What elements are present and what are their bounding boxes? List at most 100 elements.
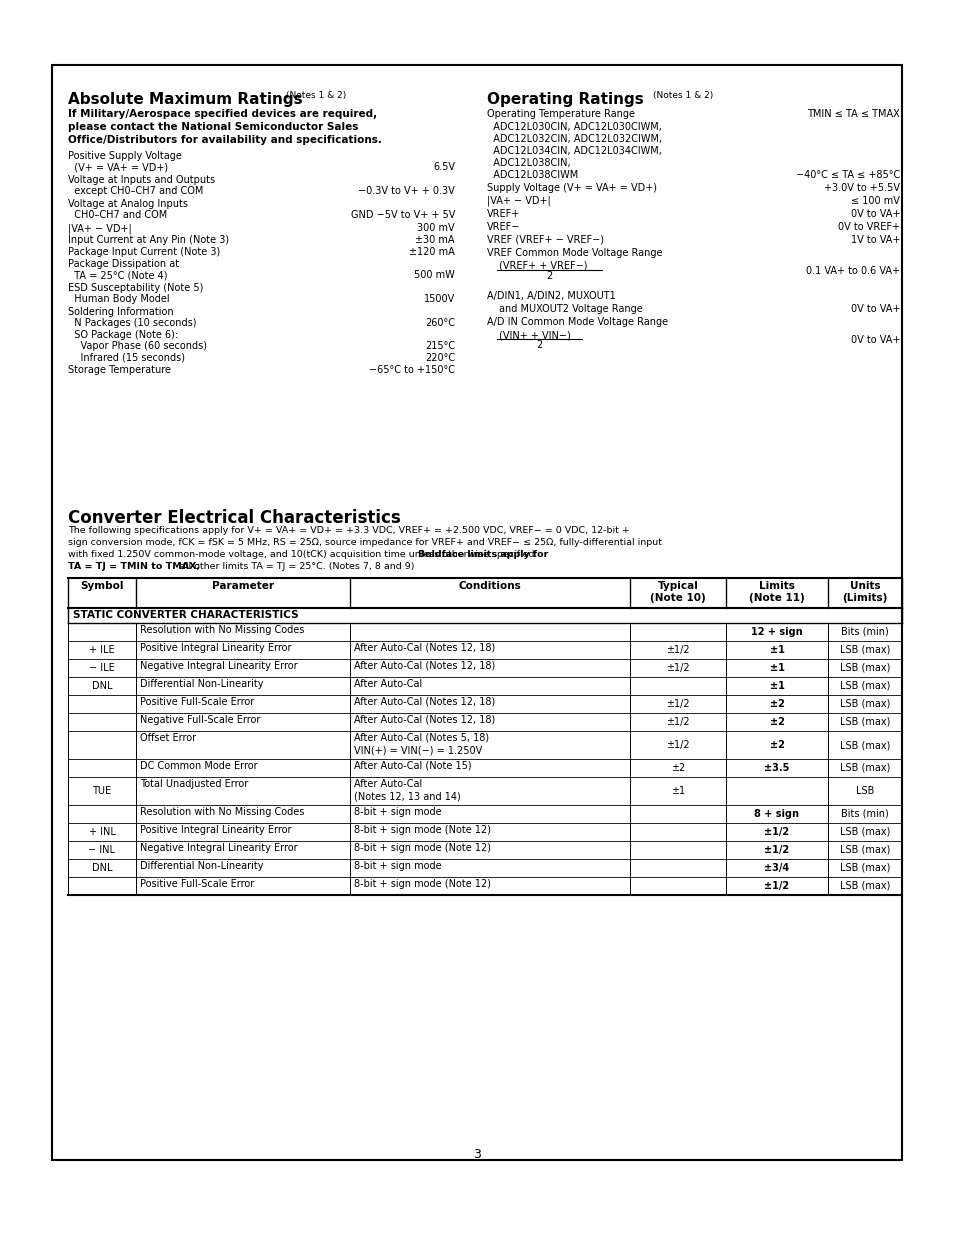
Text: Infrared (15 seconds): Infrared (15 seconds)	[68, 353, 185, 363]
Text: 12 + sign: 12 + sign	[750, 627, 802, 637]
Text: (Notes 1 & 2): (Notes 1 & 2)	[652, 91, 713, 100]
Text: After Auto-Cal: After Auto-Cal	[354, 679, 422, 689]
Text: VREF+: VREF+	[486, 209, 519, 219]
Text: STATIC CONVERTER CHARACTERISTICS: STATIC CONVERTER CHARACTERISTICS	[73, 610, 298, 620]
Text: ±3/4: ±3/4	[763, 863, 789, 873]
Text: ±1/2: ±1/2	[763, 827, 789, 837]
Text: ADC12L038CIN,: ADC12L038CIN,	[486, 158, 570, 168]
Text: Absolute Maximum Ratings: Absolute Maximum Ratings	[68, 91, 302, 107]
Text: Typical
(Note 10): Typical (Note 10)	[649, 580, 705, 604]
Text: Bits (min): Bits (min)	[841, 809, 888, 819]
Text: After Auto-Cal (Notes 12, 18): After Auto-Cal (Notes 12, 18)	[354, 697, 495, 706]
Text: VREF−: VREF−	[486, 222, 519, 232]
Text: Conditions: Conditions	[458, 580, 521, 592]
Text: N Packages (10 seconds): N Packages (10 seconds)	[68, 317, 196, 329]
Text: Resolution with No Missing Codes: Resolution with No Missing Codes	[140, 806, 304, 818]
Text: LSB (max): LSB (max)	[839, 845, 889, 855]
Text: ADC12L032CIN, ADC12L032CIWM,: ADC12L032CIN, ADC12L032CIWM,	[486, 135, 661, 144]
Text: ±1/2: ±1/2	[665, 718, 689, 727]
Text: Units
(Limits): Units (Limits)	[841, 580, 886, 604]
Text: Negative Integral Linearity Error: Negative Integral Linearity Error	[140, 844, 297, 853]
Text: Parameter: Parameter	[212, 580, 274, 592]
Text: 220°C: 220°C	[424, 353, 455, 363]
Text: Converter Electrical Characteristics: Converter Electrical Characteristics	[68, 509, 400, 527]
Text: 0V to VA+: 0V to VA+	[850, 304, 899, 314]
Text: Offset Error: Offset Error	[140, 734, 196, 743]
Text: After Auto-Cal (Note 15): After Auto-Cal (Note 15)	[354, 761, 471, 771]
Text: 1500V: 1500V	[423, 294, 455, 304]
Text: Positive Integral Linearity Error: Positive Integral Linearity Error	[140, 643, 292, 653]
Text: Negative Integral Linearity Error: Negative Integral Linearity Error	[140, 661, 297, 671]
Text: Boldface limits apply for: Boldface limits apply for	[417, 550, 548, 559]
Text: and MUXOUT2 Voltage Range: and MUXOUT2 Voltage Range	[498, 304, 642, 314]
Text: sign conversion mode, fCK = fSK = 5 MHz, RS = 25Ω, source impedance for VREF+ an: sign conversion mode, fCK = fSK = 5 MHz,…	[68, 538, 661, 547]
Text: Operating Temperature Range: Operating Temperature Range	[486, 109, 635, 119]
Text: LSB (max): LSB (max)	[839, 680, 889, 692]
Text: ±1: ±1	[769, 645, 783, 655]
Text: A/D IN Common Mode Voltage Range: A/D IN Common Mode Voltage Range	[486, 317, 667, 327]
Text: ±2: ±2	[769, 718, 783, 727]
Text: Bits (min): Bits (min)	[841, 627, 888, 637]
Text: Positive Full-Scale Error: Positive Full-Scale Error	[140, 879, 254, 889]
Text: LSB (max): LSB (max)	[839, 763, 889, 773]
Text: CH0–CH7 and COM: CH0–CH7 and COM	[68, 210, 167, 220]
Text: with fixed 1.250V common-mode voltage, and 10(tCK) acquisition time unless other: with fixed 1.250V common-mode voltage, a…	[68, 550, 540, 559]
Text: 8-bit + sign mode (Note 12): 8-bit + sign mode (Note 12)	[354, 844, 491, 853]
Text: 8 + sign: 8 + sign	[754, 809, 799, 819]
Text: (Notes 1 & 2): (Notes 1 & 2)	[286, 91, 346, 100]
Text: 0.1 VA+ to 0.6 VA+: 0.1 VA+ to 0.6 VA+	[805, 266, 899, 275]
Text: ±1: ±1	[670, 785, 684, 797]
Text: A/DIN1, A/DIN2, MUXOUT1: A/DIN1, A/DIN2, MUXOUT1	[486, 291, 615, 301]
Text: 6.5V: 6.5V	[433, 162, 455, 172]
Text: Human Body Model: Human Body Model	[68, 294, 170, 304]
Text: If Military/Aerospace specified devices are required,: If Military/Aerospace specified devices …	[68, 109, 376, 119]
Text: After Auto-Cal (Notes 12, 18): After Auto-Cal (Notes 12, 18)	[354, 661, 495, 671]
Text: Total Unadjusted Error: Total Unadjusted Error	[140, 779, 248, 789]
Text: ±1/2: ±1/2	[665, 663, 689, 673]
Text: LSB (max): LSB (max)	[839, 827, 889, 837]
Text: Negative Full-Scale Error: Negative Full-Scale Error	[140, 715, 260, 725]
Text: 2: 2	[536, 340, 541, 350]
Text: Positive Integral Linearity Error: Positive Integral Linearity Error	[140, 825, 292, 835]
Text: Differential Non-Linearity: Differential Non-Linearity	[140, 861, 263, 871]
Text: TMIN ≤ TA ≤ TMAX: TMIN ≤ TA ≤ TMAX	[806, 109, 899, 119]
Text: LSB (max): LSB (max)	[839, 663, 889, 673]
Text: (V+ = VA+ = VD+): (V+ = VA+ = VD+)	[68, 162, 168, 172]
Text: Input Current at Any Pin (Note 3): Input Current at Any Pin (Note 3)	[68, 235, 229, 245]
Text: GND −5V to V+ + 5V: GND −5V to V+ + 5V	[351, 210, 455, 220]
Text: Operating Ratings: Operating Ratings	[486, 91, 643, 107]
Text: After Auto-Cal (Notes 12, 18): After Auto-Cal (Notes 12, 18)	[354, 715, 495, 725]
Text: ±1/2: ±1/2	[665, 740, 689, 750]
FancyBboxPatch shape	[52, 65, 901, 1160]
Text: Voltage at Inputs and Outputs: Voltage at Inputs and Outputs	[68, 175, 214, 185]
Text: 3: 3	[473, 1149, 480, 1161]
Text: ≤ 100 mV: ≤ 100 mV	[850, 196, 899, 206]
Text: 0V to VA+: 0V to VA+	[850, 335, 899, 345]
Text: DNL: DNL	[91, 863, 112, 873]
Text: Positive Full-Scale Error: Positive Full-Scale Error	[140, 697, 254, 706]
Text: 0V to VA+: 0V to VA+	[850, 209, 899, 219]
Text: Positive Supply Voltage: Positive Supply Voltage	[68, 151, 182, 161]
Text: ±1/2: ±1/2	[665, 645, 689, 655]
Text: − ILE: − ILE	[89, 663, 114, 673]
Text: LSB: LSB	[855, 785, 873, 797]
Text: Soldering Information: Soldering Information	[68, 308, 173, 317]
Text: 8-bit + sign mode (Note 12): 8-bit + sign mode (Note 12)	[354, 879, 491, 889]
Text: ESD Susceptability (Note 5): ESD Susceptability (Note 5)	[68, 283, 203, 293]
Text: ADC12L030CIN, ADC12L030CIWM,: ADC12L030CIN, ADC12L030CIWM,	[486, 122, 661, 132]
Text: Package Input Current (Note 3): Package Input Current (Note 3)	[68, 247, 220, 257]
Text: 0V to VREF+: 0V to VREF+	[837, 222, 899, 232]
Text: 2: 2	[545, 270, 552, 282]
Text: −40°C ≤ TA ≤ +85°C: −40°C ≤ TA ≤ +85°C	[795, 170, 899, 180]
Text: Vapor Phase (60 seconds): Vapor Phase (60 seconds)	[68, 341, 207, 351]
Text: ±1: ±1	[769, 680, 783, 692]
Text: −65°C to +150°C: −65°C to +150°C	[369, 366, 455, 375]
Text: ±2: ±2	[670, 763, 684, 773]
Text: DNL: DNL	[91, 680, 112, 692]
Text: 8-bit + sign mode: 8-bit + sign mode	[354, 806, 441, 818]
Text: Supply Voltage (V+ = VA+ = VD+): Supply Voltage (V+ = VA+ = VD+)	[486, 183, 657, 193]
Text: LSB (max): LSB (max)	[839, 740, 889, 750]
Text: all other limits TA = TJ = 25°C. (Notes 7, 8 and 9): all other limits TA = TJ = 25°C. (Notes …	[177, 562, 414, 571]
Text: please contact the National Semiconductor Sales: please contact the National Semiconducto…	[68, 122, 358, 132]
Text: Limits
(Note 11): Limits (Note 11)	[748, 580, 804, 604]
